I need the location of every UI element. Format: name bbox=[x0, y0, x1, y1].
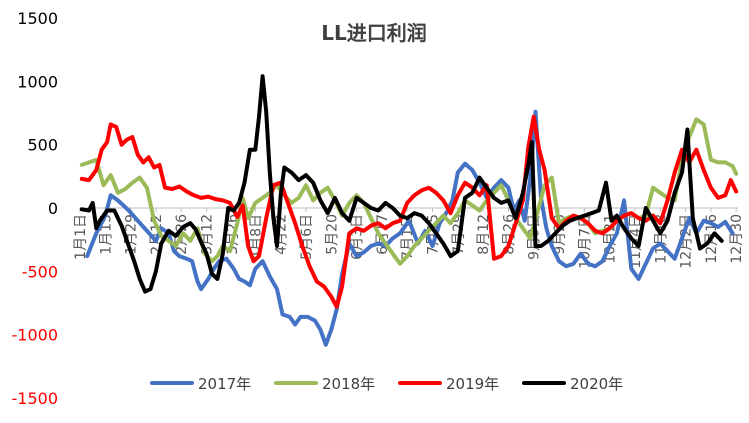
legend-label: 2020年 bbox=[570, 375, 623, 393]
series-line-4 bbox=[79, 74, 724, 294]
series-layer bbox=[79, 74, 739, 347]
chart-title: LL进口利润 bbox=[321, 21, 427, 45]
legend-label: 2017年 bbox=[198, 375, 251, 393]
y-tick-label: 0 bbox=[48, 199, 58, 218]
y-tick-label: -500 bbox=[22, 262, 58, 281]
legend: 2017年 2018年 2019年 2020年 bbox=[150, 375, 623, 393]
x-tick-label: 1月1日 bbox=[73, 214, 89, 260]
y-tick-label: -1500 bbox=[12, 389, 59, 408]
y-axis: 1500 1000 500 0 -500 -1000 -1500 bbox=[12, 9, 59, 408]
x-tick-label: 5月20 bbox=[324, 214, 340, 255]
x-tick-label: 8月12 bbox=[476, 214, 492, 255]
series-line-3 bbox=[79, 114, 739, 309]
series-line-1 bbox=[85, 109, 735, 347]
legend-label: 2019年 bbox=[446, 375, 499, 393]
y-tick-label: 500 bbox=[27, 136, 58, 155]
x-tick-label: 12月30 bbox=[729, 214, 745, 264]
legend-label: 2018年 bbox=[322, 375, 375, 393]
x-tick-label: 12月2日 bbox=[679, 214, 695, 269]
y-tick-label: 1500 bbox=[17, 9, 58, 28]
y-tick-label: 1000 bbox=[17, 72, 58, 91]
y-tick-label: -1000 bbox=[12, 326, 59, 345]
